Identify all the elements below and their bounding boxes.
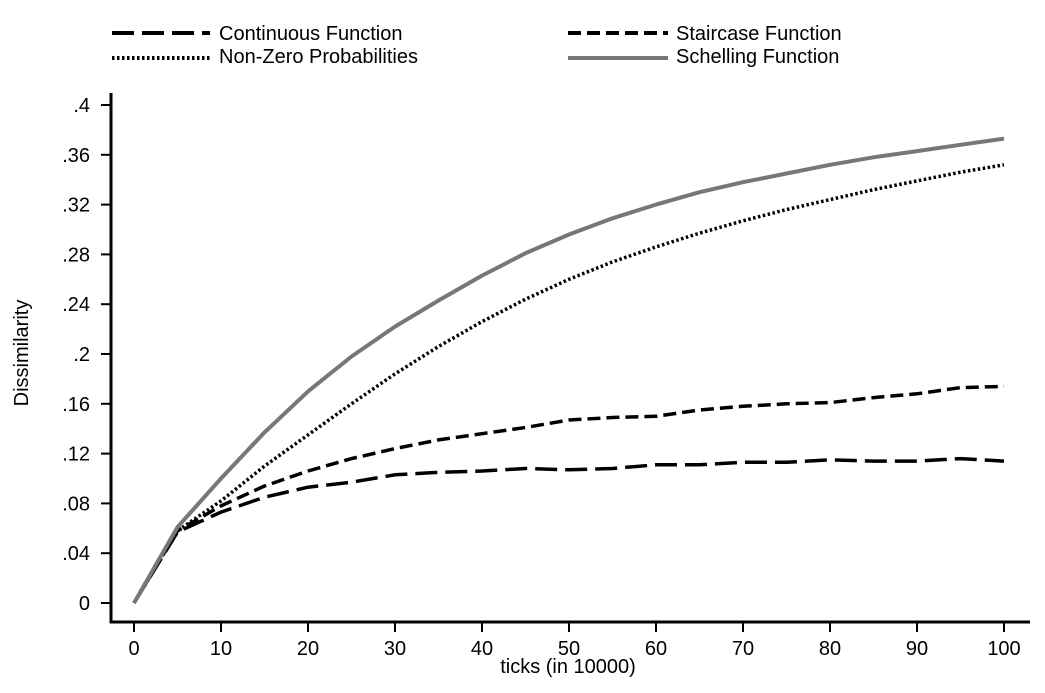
y-tick-label: .04 [62, 543, 90, 565]
x-axis: 0 10 20 30 40 50 60 70 80 90 100 [110, 620, 1030, 660]
x-tick-label: 40 [471, 638, 493, 660]
series-line-continuous-function [132, 456, 1005, 604]
y-tick-label: 0 [79, 593, 90, 615]
x-tick-label: 80 [819, 638, 841, 660]
x-tick-label: 90 [906, 638, 928, 660]
x-axis-title: ticks (in 10000) [500, 656, 636, 678]
x-tick-label: 20 [297, 638, 319, 660]
legend-label-continuous: Continuous Function [219, 23, 402, 45]
y-tick-label: .2 [73, 344, 90, 366]
legend: Continuous Function Staircase Function N… [112, 23, 842, 68]
legend-item-continuous: Continuous Function [112, 23, 402, 45]
x-tick-label: 50 [558, 638, 580, 660]
legend-item-nonzero: Non-Zero Probabilities [112, 46, 418, 68]
y-axis-title: Dissimilarity [11, 300, 33, 407]
series-line-schelling-function [132, 136, 1005, 604]
x-tick-label: 0 [128, 638, 139, 660]
y-axis: 0 .04 .08 .12 .16 .2 .24 .28 .32 .36 .4 [62, 93, 113, 623]
y-tick-label: .24 [62, 294, 90, 316]
y-tick-label: .28 [62, 244, 90, 266]
x-tick-label: 70 [732, 638, 754, 660]
y-tick-label: .12 [62, 444, 90, 466]
y-tick-label: .32 [62, 195, 90, 217]
y-tick-label: .08 [62, 493, 90, 515]
x-tick-label: 60 [645, 638, 667, 660]
legend-label-schelling: Schelling Function [676, 46, 839, 68]
series-layer [132, 136, 1005, 604]
y-tick-label: .36 [62, 145, 90, 167]
series-line-non-zero-probabilities [132, 163, 1005, 604]
legend-item-schelling: Schelling Function [568, 46, 839, 68]
legend-item-staircase: Staircase Function [568, 23, 842, 45]
y-tick-label: .4 [73, 95, 90, 117]
x-tick-label: 100 [987, 638, 1020, 660]
legend-label-nonzero: Non-Zero Probabilities [219, 46, 418, 68]
series-line-staircase-function [132, 384, 1005, 604]
y-tick-label: .16 [62, 394, 90, 416]
x-tick-label: 30 [384, 638, 406, 660]
legend-label-staircase: Staircase Function [676, 23, 842, 45]
x-tick-label: 10 [210, 638, 232, 660]
